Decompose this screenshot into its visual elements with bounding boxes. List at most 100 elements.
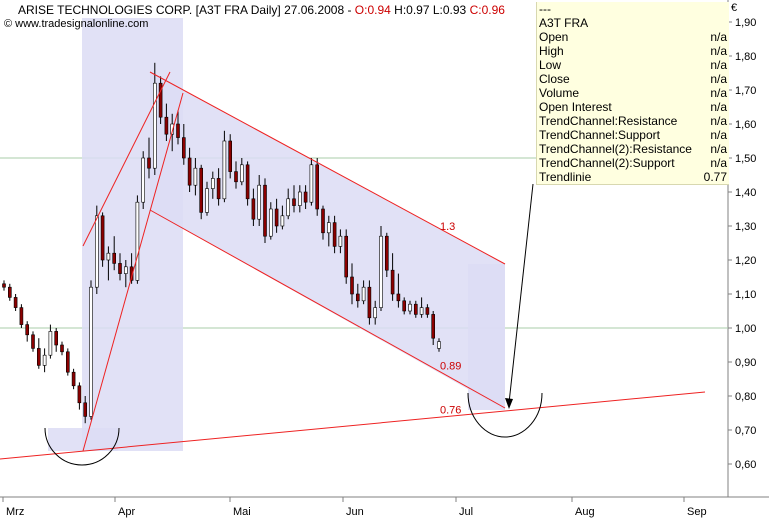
candle-body (176, 123, 180, 138)
candle-body (135, 201, 140, 281)
candle-body (193, 167, 198, 186)
candle-body (321, 208, 325, 234)
title-symbol: ARISE TECHNOLOGIES CORP. [A3T FRA Daily]… (18, 3, 355, 17)
candle-body (89, 286, 93, 417)
y-tick-label: 1,70 (735, 85, 756, 97)
candle-body (199, 167, 203, 213)
y-tick-label: 1,10 (735, 289, 756, 301)
info-rows: Open n/a High n/a Low n/a Close n/a Volume n/a Ope… (537, 30, 729, 184)
candle-body (402, 300, 407, 312)
channel-main-resistance (149, 71, 506, 265)
annotation-label: 1.3 (440, 221, 455, 233)
candle-body (77, 385, 82, 404)
candle-body (153, 82, 157, 169)
x-tick-label: Jun (346, 506, 364, 518)
candle-body (350, 276, 354, 295)
candle-body (390, 269, 395, 295)
info-row-value: n/a (710, 142, 727, 156)
candle-body (268, 208, 273, 237)
candle-body (112, 252, 116, 264)
info-row-value: n/a (710, 44, 727, 58)
channel-bottom-shade (48, 428, 118, 451)
candle-body (42, 354, 47, 366)
candle-body (257, 184, 262, 220)
candle-body (8, 286, 12, 298)
candle-body (234, 171, 238, 183)
candle-body (437, 341, 441, 349)
info-row-label: Trendlinie (539, 170, 592, 184)
y-tick-label: 1,80 (735, 51, 756, 63)
y-tick-label: 1,30 (735, 221, 756, 233)
candle-body (36, 348, 41, 366)
candle-body (106, 252, 111, 261)
info-row-label: Open (539, 30, 569, 44)
candle-body (187, 157, 192, 186)
x-tick-label: Jul (459, 506, 473, 518)
info-row-label: TrendChannel:Support (539, 128, 660, 142)
candle-body (100, 215, 105, 261)
candle-body (2, 283, 6, 288)
info-row: TrendChannel(2):Support n/a (537, 156, 729, 170)
copyright-text: © www.tradesignalonline.com (4, 18, 149, 30)
y-tick-label: 1,60 (735, 119, 756, 131)
info-row-value: n/a (710, 58, 727, 72)
info-row-label: Volume (539, 86, 580, 100)
info-row: TrendChannel:Resistance n/a (537, 114, 729, 128)
candle-body (315, 164, 320, 210)
info-row: Volume n/a (537, 86, 729, 100)
info-row-label: Low (539, 58, 562, 72)
info-row: Trendlinie 0.77 (537, 170, 729, 184)
candle-body (303, 191, 308, 203)
channel-left-resistance (82, 71, 171, 247)
info-row-value: n/a (710, 156, 727, 170)
candle-body (222, 140, 227, 200)
y-tick-label: 0,90 (735, 357, 756, 369)
candle-body (211, 178, 215, 189)
info-row-label: High (539, 44, 564, 58)
channel-main-support (149, 209, 506, 409)
data-window-panel: --- A3T FRA Open n/a High n/a Low n/a Close n/a… (536, 2, 729, 185)
y-tick-label: 0,60 (735, 459, 756, 471)
info-row-value: n/a (710, 86, 727, 100)
info-row-label: TrendChannel:Resistance (539, 114, 678, 128)
candle-body (338, 235, 343, 247)
y-tick-label: 1,90 (735, 17, 756, 29)
y-tick-label: 1,00 (735, 323, 756, 335)
candle-body (431, 314, 436, 339)
annotation-label: 0.76 (440, 405, 461, 417)
candle-body (158, 82, 163, 118)
info-row-value: n/a (710, 72, 727, 86)
candle-body (274, 208, 279, 227)
info-row: High n/a (537, 44, 729, 58)
candle-body (83, 402, 87, 417)
candle-body (141, 157, 145, 203)
candle-body (48, 331, 53, 356)
info-row-label: TrendChannel(2):Support (539, 156, 675, 170)
candle-body (216, 178, 221, 200)
candle-body (124, 266, 128, 274)
candle-body (205, 188, 209, 213)
candle-body (326, 222, 331, 234)
candle-body (419, 307, 424, 315)
channel-left-support (82, 92, 184, 452)
candle-body (425, 307, 430, 315)
info-row-value: n/a (710, 128, 727, 142)
y-tick-label: 0,80 (735, 391, 756, 403)
trendline-support (0, 391, 706, 460)
title-high: H:0.97 (390, 3, 430, 17)
candle-body (413, 303, 418, 315)
candle-body (251, 198, 256, 220)
title-open: O:0.94 (354, 3, 391, 17)
x-tick-label: Apr (118, 506, 135, 518)
arrow-head (505, 398, 513, 409)
candle-body (54, 331, 59, 346)
title-low: L:0.93 (429, 3, 467, 17)
channel-right-shade (468, 264, 505, 410)
x-tick-label: Mrz (6, 506, 24, 518)
candle-body (66, 351, 70, 373)
info-row: Close n/a (537, 72, 729, 86)
candle-body (396, 293, 401, 302)
candle-body (240, 164, 244, 183)
y-tick-label: 1,40 (735, 187, 756, 199)
